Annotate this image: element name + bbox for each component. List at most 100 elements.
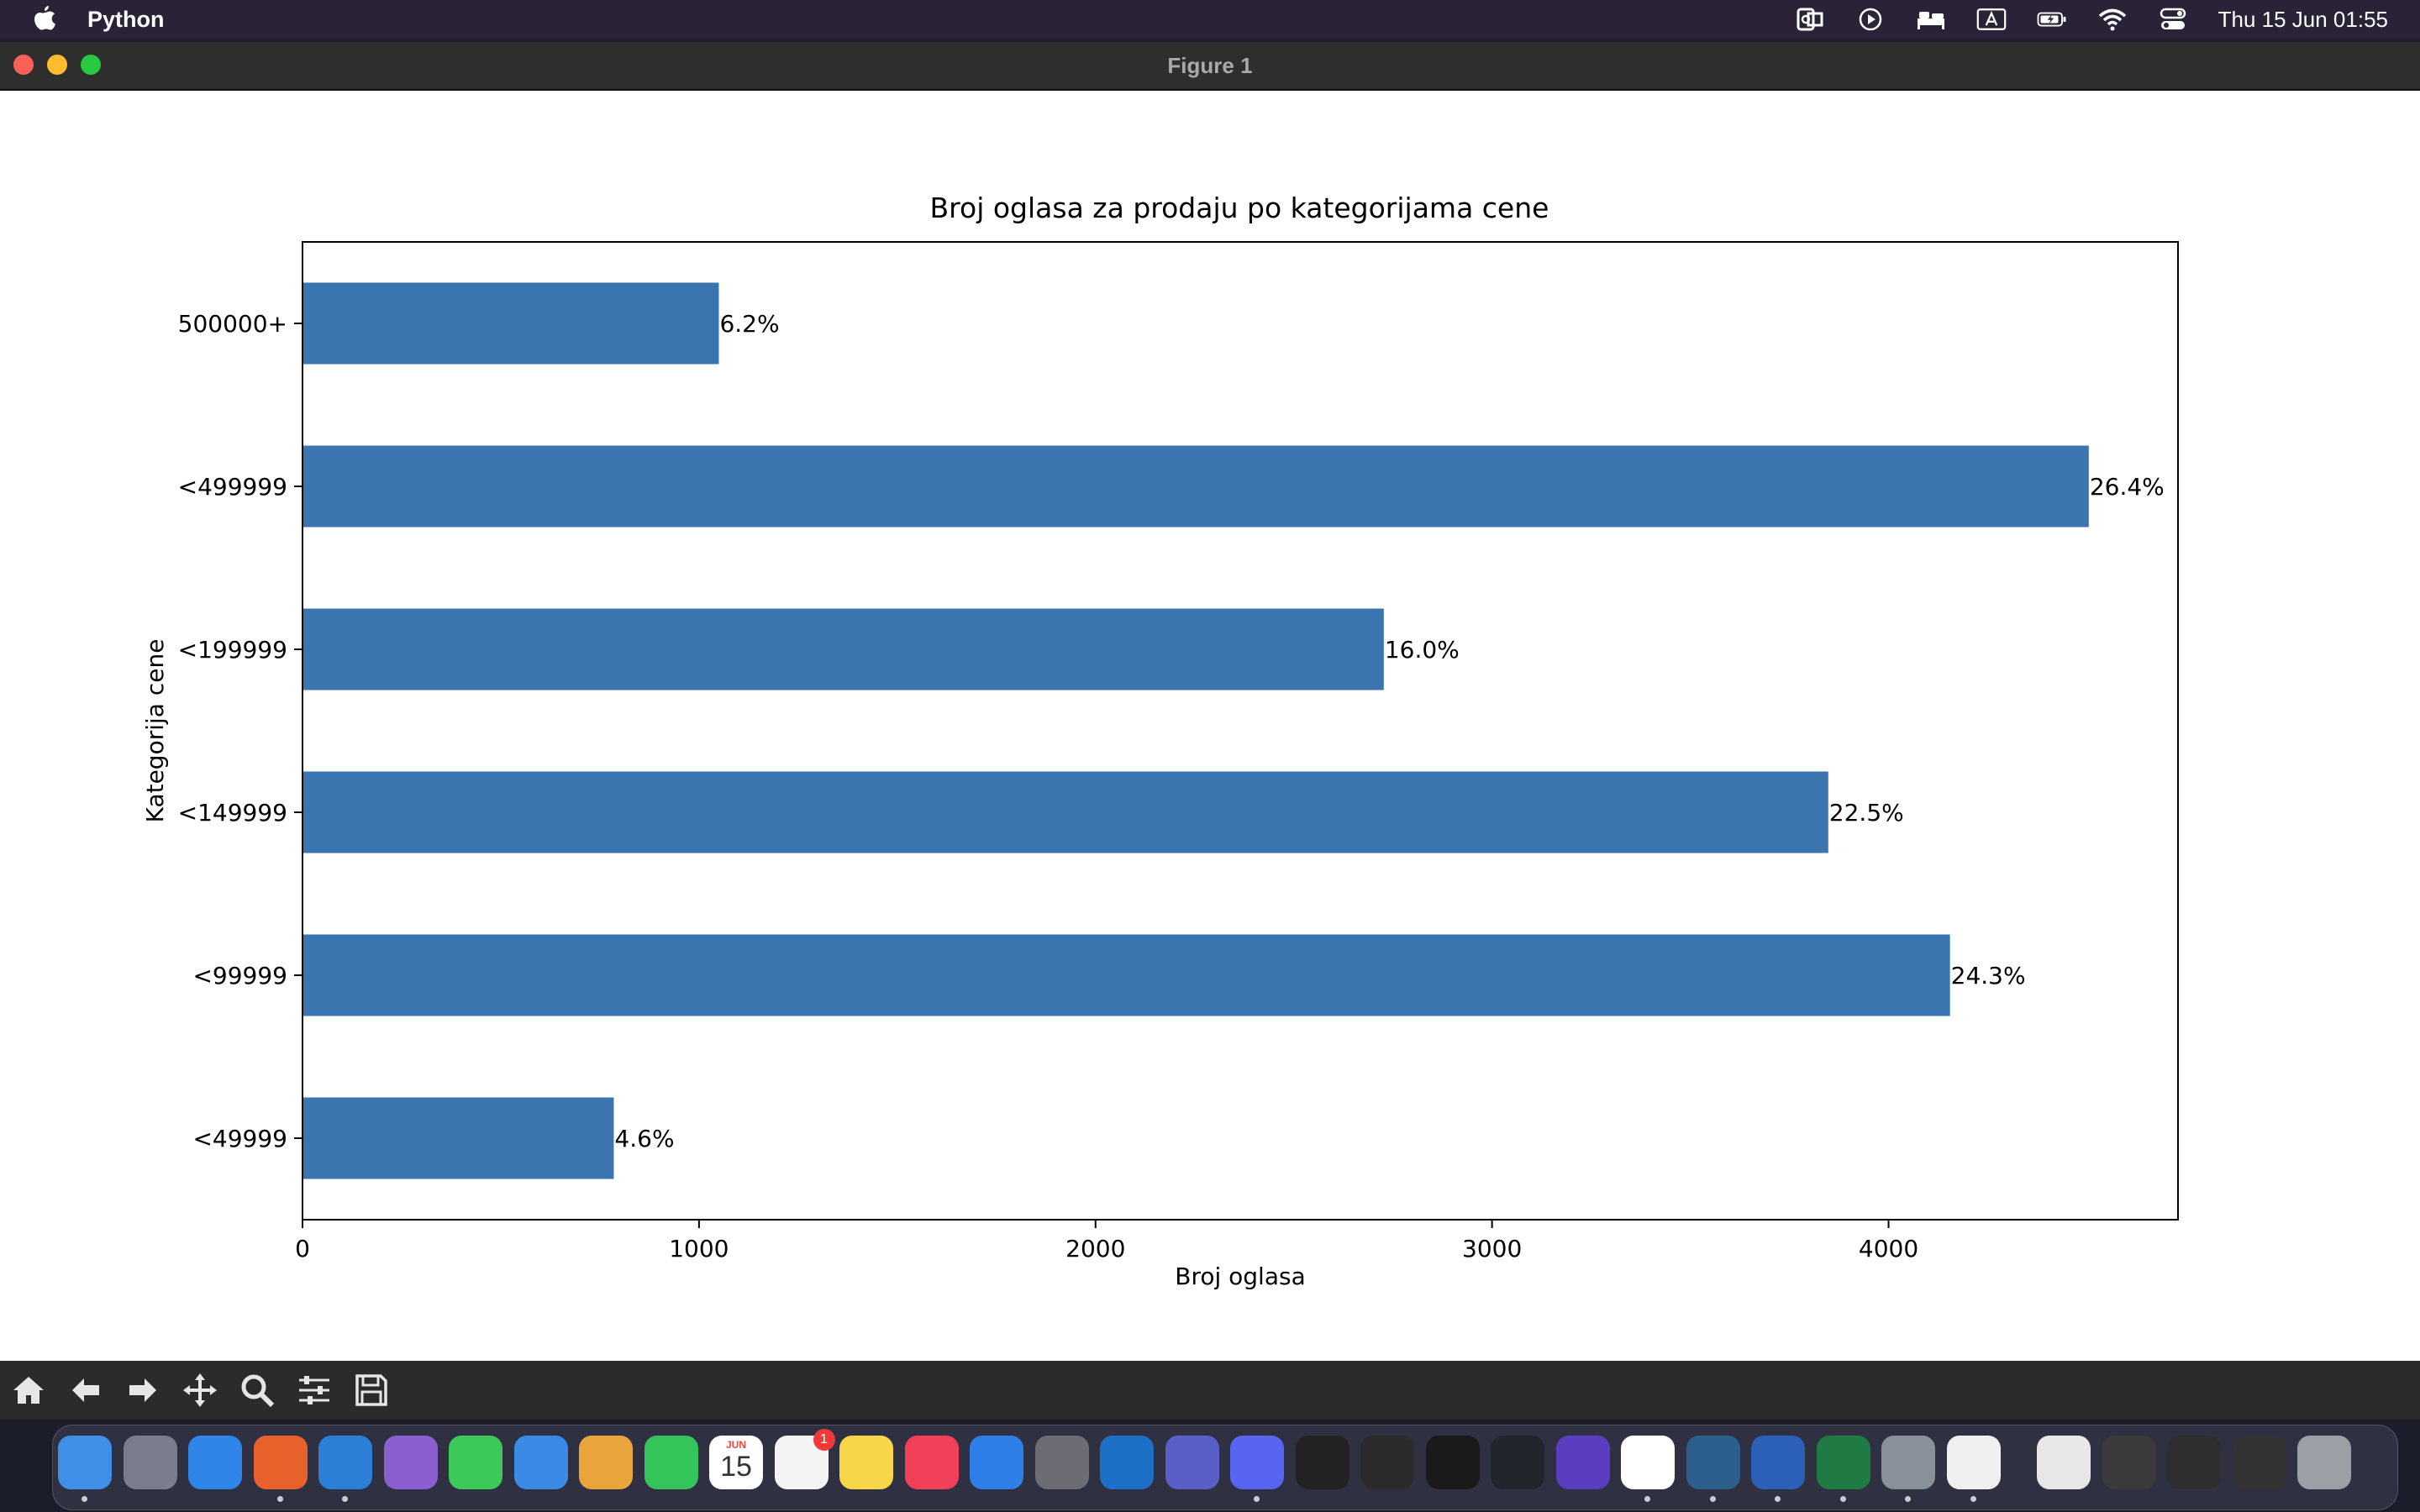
slack-icon[interactable] [1621, 1436, 1675, 1489]
trash-icon[interactable] [2297, 1436, 2351, 1489]
photos-icon[interactable] [579, 1436, 633, 1489]
back-button[interactable] [57, 1362, 114, 1419]
word-icon[interactable] [1751, 1436, 1805, 1489]
zoom-icon [241, 1374, 275, 1408]
window-minimize-button[interactable] [47, 55, 67, 75]
discord-icon[interactable] [1230, 1436, 1284, 1489]
apple-icon[interactable] [30, 3, 59, 36]
y-tick-label: <199999 [178, 636, 287, 664]
mail-icon[interactable] [513, 1436, 568, 1489]
bar-1 [302, 1097, 614, 1179]
outlook-icon[interactable] [1100, 1436, 1154, 1489]
configure-subplots-button[interactable] [286, 1362, 343, 1419]
calendar-icon[interactable]: JUN 15 [709, 1436, 763, 1489]
battery-icon[interactable] [2037, 7, 2067, 32]
running-indicator [1775, 1496, 1781, 1502]
bar-value-label: 4.6% [614, 1125, 674, 1152]
calendar-month-label: JUN [725, 1439, 746, 1451]
running-indicator [276, 1496, 283, 1502]
figure-window: Figure 1 Broj oglasa za prodaju po kateg… [0, 42, 2420, 1420]
bar-3 [302, 771, 1828, 853]
notes-icon[interactable] [839, 1436, 893, 1489]
launchpad-icon[interactable] [123, 1436, 177, 1489]
window-close-button[interactable] [13, 55, 34, 75]
vscode-icon[interactable] [318, 1436, 372, 1489]
running-indicator [82, 1496, 87, 1502]
running-indicator [1905, 1496, 1911, 1502]
save-icon [355, 1374, 387, 1406]
devtools-icon[interactable] [1555, 1436, 1610, 1489]
y-tick-label: 500000+ [178, 310, 287, 338]
bar-4 [302, 608, 1384, 690]
forward-arrow-icon [129, 1378, 156, 1402]
x-tick-label: 2000 [1065, 1235, 1125, 1263]
firefox-icon[interactable] [253, 1436, 308, 1489]
control-center-icon[interactable] [2158, 7, 2188, 32]
pan-button[interactable] [171, 1362, 229, 1419]
y-axis-label: Kategorija cene [141, 639, 169, 823]
chart-canvas[interactable]: Broj oglasa za prodaju po kategorijama c… [0, 91, 2420, 1401]
safari-icon[interactable] [188, 1436, 242, 1489]
bar-value-label: 6.2% [719, 310, 779, 338]
teams-icon[interactable] [1165, 1436, 1219, 1489]
bar-value-label: 22.5% [1829, 799, 1904, 827]
facetime-icon[interactable] [644, 1436, 698, 1489]
keyboard-input-icon[interactable] [1976, 7, 2007, 32]
app-name[interactable]: Python [87, 6, 165, 32]
terminal-icon[interactable] [1295, 1436, 1349, 1489]
reminders-badge: 1 [813, 1429, 835, 1451]
music-icon[interactable] [904, 1436, 959, 1489]
plot-frame [302, 241, 2179, 1221]
messages-icon[interactable] [449, 1436, 502, 1489]
system-settings-icon[interactable] [1034, 1436, 1089, 1489]
play-icon[interactable] [1855, 7, 1886, 32]
window-title: Figure 1 [1167, 53, 1253, 78]
bar-5 [302, 445, 2089, 528]
visual-studio-icon[interactable] [383, 1436, 438, 1489]
running-indicator [1970, 1496, 1976, 1502]
bar-value-label: 26.4% [2090, 473, 2165, 501]
home-button[interactable] [0, 1362, 57, 1419]
intellij-icon[interactable] [1425, 1436, 1480, 1489]
wifi-icon[interactable] [2097, 7, 2128, 32]
app-store-icon[interactable] [970, 1436, 1023, 1489]
running-indicator [1254, 1496, 1260, 1502]
preview-icon[interactable] [1881, 1436, 1935, 1489]
y-tick-label: <499999 [178, 473, 287, 501]
x-tick-label: 1000 [669, 1235, 729, 1263]
bed-icon[interactable] [1916, 7, 1946, 32]
y-tick-label: <99999 [192, 962, 287, 990]
bar-chart: Broj oglasa za prodaju po kategorijama c… [0, 91, 2420, 1401]
menubar-clock[interactable]: Thu 15 Jun 01:55 [2217, 6, 2388, 32]
pinwheel-icon[interactable] [1946, 1436, 2001, 1489]
running-indicator [342, 1496, 348, 1502]
finder-icon[interactable] [58, 1436, 112, 1489]
x-tick-label: 4000 [1859, 1235, 1918, 1263]
window-titlebar[interactable]: Figure 1 [0, 42, 2420, 91]
excel-icon[interactable] [1816, 1436, 1870, 1489]
pan-icon [183, 1373, 217, 1407]
zoom-button[interactable] [229, 1362, 286, 1419]
pycharm-icon[interactable] [1491, 1436, 1544, 1489]
document-icon[interactable] [2037, 1436, 2091, 1489]
forward-button[interactable] [114, 1362, 171, 1419]
configure-subplots-icon [299, 1376, 329, 1404]
window-zoom-button[interactable] [81, 55, 101, 75]
running-indicator [1839, 1496, 1846, 1502]
save-button[interactable] [343, 1362, 400, 1419]
bar-2 [302, 934, 1950, 1016]
x-axis-label: Broj oglasa [1175, 1263, 1306, 1290]
dock: JUN 15 1 [52, 1425, 2398, 1510]
bar-value-label: 16.0% [1385, 636, 1460, 664]
screenshot-1-icon[interactable] [2102, 1436, 2156, 1489]
bar-value-label: 24.3% [1951, 962, 2026, 990]
x-tick-label: 3000 [1462, 1235, 1522, 1263]
x-tick-label: 0 [295, 1235, 310, 1263]
screenshot-3-icon[interactable] [2232, 1436, 2286, 1489]
activity-monitor-icon[interactable] [1360, 1436, 1414, 1489]
mysql-workbench-icon[interactable] [1686, 1436, 1740, 1489]
bar-6 [302, 282, 719, 365]
screenshot-2-icon[interactable] [2167, 1436, 2221, 1489]
reminders-icon[interactable]: 1 [774, 1429, 835, 1489]
outlook-status-icon[interactable] [1795, 7, 1825, 32]
